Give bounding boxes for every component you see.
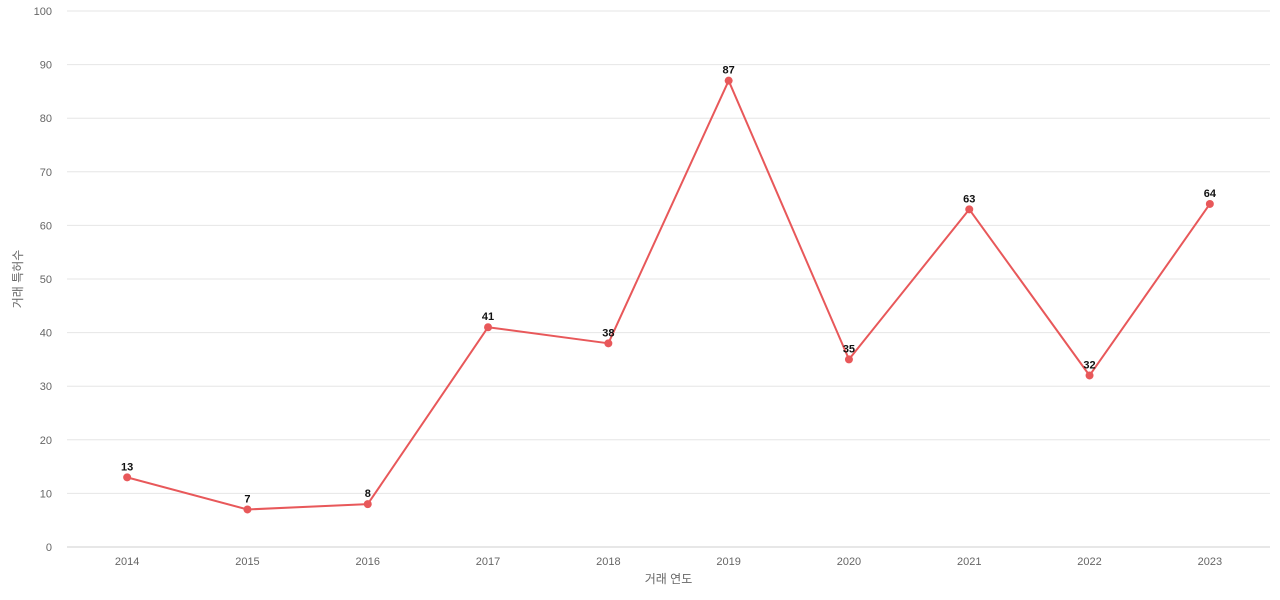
x-tick-label: 2020 <box>837 556 861 568</box>
y-tick-label: 50 <box>40 274 52 286</box>
data-label: 7 <box>244 493 250 505</box>
y-tick-label: 60 <box>40 220 52 232</box>
data-point[interactable] <box>484 323 493 332</box>
x-tick-label: 2018 <box>596 556 620 568</box>
y-tick-label: 40 <box>40 328 52 340</box>
series-line <box>126 79 1211 511</box>
data-label-layer: 13 7 8 41 38 87 35 63 32 64 <box>121 65 1217 506</box>
y-tick-label: 100 <box>34 6 52 18</box>
data-label: 87 <box>723 65 735 77</box>
x-tick-label: 2015 <box>235 556 259 568</box>
y-tick-label: 10 <box>40 488 52 500</box>
x-axis-ticks: 2014 2015 2016 2017 2018 2019 2020 2021 2022 2023 <box>115 556 1222 568</box>
data-label: 13 <box>121 461 133 473</box>
data-point[interactable] <box>604 339 613 348</box>
x-tick-label: 2019 <box>716 556 740 568</box>
data-point[interactable] <box>363 500 372 509</box>
y-tick-label: 80 <box>40 113 52 125</box>
grid-layer <box>67 10 1270 548</box>
x-tick-label: 2016 <box>356 556 380 568</box>
y-tick-label: 30 <box>40 381 52 393</box>
y-tick-label: 20 <box>40 435 52 447</box>
x-tick-label: 2022 <box>1077 556 1101 568</box>
data-label: 35 <box>843 343 855 355</box>
x-tick-label: 2021 <box>957 556 981 568</box>
data-label: 8 <box>365 488 371 500</box>
data-point[interactable] <box>243 505 252 514</box>
x-tick-label: 2017 <box>476 556 500 568</box>
data-point[interactable] <box>844 355 853 364</box>
data-point[interactable] <box>724 76 733 85</box>
y-tick-label: 0 <box>46 542 52 554</box>
y-tick-label: 90 <box>40 60 52 72</box>
x-tick-label: 2023 <box>1198 556 1222 568</box>
data-point[interactable] <box>123 473 132 482</box>
data-label: 32 <box>1083 359 1095 371</box>
y-tick-label: 70 <box>40 167 52 179</box>
y-axis-title: 거래 특허수 <box>11 250 25 309</box>
data-point[interactable] <box>1205 199 1214 208</box>
x-axis-title: 거래 연도 <box>645 572 693 586</box>
data-label: 41 <box>482 311 494 323</box>
y-axis-ticks: 0 10 20 30 40 50 60 70 80 90 100 <box>34 6 52 554</box>
data-point[interactable] <box>1085 371 1094 380</box>
data-label: 63 <box>963 193 975 205</box>
data-label: 64 <box>1204 188 1217 200</box>
data-label: 38 <box>602 327 614 339</box>
x-tick-label: 2014 <box>115 556 139 568</box>
series-layer <box>123 76 1214 514</box>
data-point[interactable] <box>965 205 974 214</box>
